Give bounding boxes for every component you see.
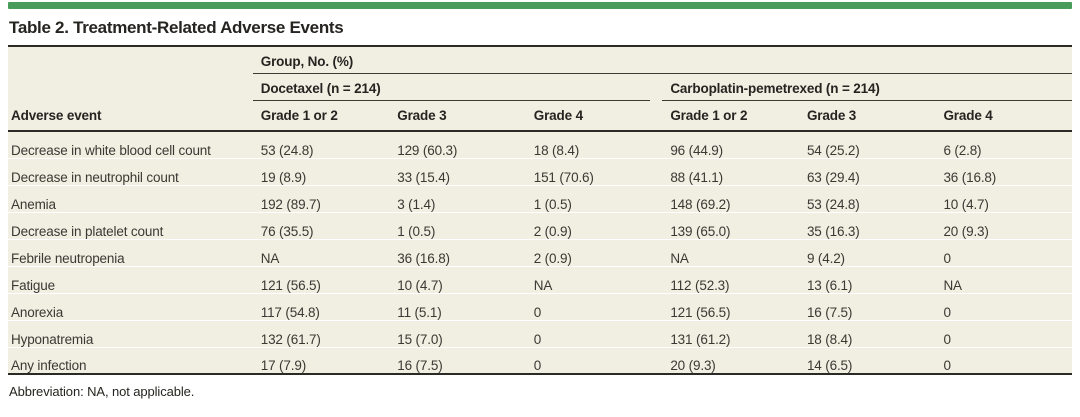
row-label: Anemia: [8, 185, 253, 213]
subgroup-header-row: Docetaxel (n = 214) Carboplatin-pemetrex…: [8, 74, 1072, 101]
cell-value: NA: [662, 239, 799, 267]
row-label: Decrease in white blood cell count: [8, 131, 253, 159]
cell-value: 3 (1.4): [389, 185, 526, 213]
row-label: Decrease in neutrophil count: [8, 158, 253, 186]
cell-value: 20 (9.3): [662, 347, 799, 375]
row-label: Decrease in platelet count: [8, 212, 253, 240]
cell-value: 16 (7.5): [798, 293, 936, 321]
footnote: Abbreviation: NA, not applicable.: [9, 384, 195, 399]
table-header: Adverse event Group, No. (%) Docetaxel (…: [8, 46, 1072, 132]
subgroup-carboplatin: Carboplatin-pemetrexed (n = 214): [662, 74, 1072, 101]
cell-value: 129 (60.3): [389, 131, 526, 159]
column-header-row: Grade 1 or 2 Grade 3 Grade 4 Grade 1 or …: [8, 101, 1072, 132]
table-row: Decrease in neutrophil count 19 (8.9) 33 (…: [8, 158, 1072, 186]
cell-value: 9 (4.2): [798, 239, 936, 267]
cell-value: 36 (16.8): [935, 158, 1072, 186]
cell-value: NA: [252, 239, 390, 267]
cell-value: 18 (8.4): [798, 320, 936, 348]
cell-value: 19 (8.9): [252, 158, 390, 186]
table-row: Anemia 192 (89.7) 3 (1.4) 1 (0.5) 148 (69.2)…: [8, 185, 1072, 213]
column-header-grade3-docetaxel: Grade 3: [389, 101, 526, 132]
cell-value: 0: [935, 293, 1072, 321]
cell-value: 0: [935, 320, 1072, 348]
cell-value: 117 (54.8): [252, 293, 390, 321]
row-header-label: Adverse event: [8, 46, 253, 132]
column-header-grade4-docetaxel: Grade 4: [525, 101, 663, 132]
cell-value: 14 (6.5): [798, 347, 936, 375]
cell-value: 132 (61.7): [252, 320, 390, 348]
cell-value: 33 (15.4): [389, 158, 526, 186]
cell-value: 17 (7.9): [252, 347, 390, 375]
cell-value: 15 (7.0): [389, 320, 526, 348]
cell-value: NA: [935, 266, 1072, 294]
table-row: Decrease in platelet count 76 (35.5) 1 (0.…: [8, 212, 1072, 240]
table-row: Any infection 17 (7.9) 16 (7.5) 0 20 (9.3) 14…: [8, 347, 1072, 375]
row-label: Febrile neutropenia: [8, 239, 253, 267]
cell-value: 76 (35.5): [252, 212, 390, 240]
subgroup-docetaxel: Docetaxel (n = 214): [252, 74, 651, 101]
cell-value: NA: [525, 266, 663, 294]
table-body: Decrease in white blood cell count 53 (24…: [8, 131, 1072, 375]
row-label: Any infection: [8, 347, 253, 375]
cell-value: 131 (61.2): [662, 320, 799, 348]
row-label: Anorexia: [8, 293, 253, 321]
cell-value: 36 (16.8): [389, 239, 526, 267]
table-title: Table 2. Treatment-Related Adverse Event…: [9, 18, 344, 37]
cell-value: 10 (4.7): [389, 266, 526, 294]
cell-value: 18 (8.4): [525, 131, 663, 159]
cell-value: 16 (7.5): [389, 347, 526, 375]
cell-value: 139 (65.0): [662, 212, 799, 240]
cell-value: 0: [525, 320, 663, 348]
cell-value: 121 (56.5): [252, 266, 390, 294]
cell-value: 11 (5.1): [389, 293, 526, 321]
cell-value: 54 (25.2): [798, 131, 936, 159]
group-header: Group, No. (%): [252, 47, 1072, 74]
cell-value: 88 (41.1): [662, 158, 799, 186]
cell-value: 192 (89.7): [252, 185, 390, 213]
cell-value: 63 (29.4): [798, 158, 936, 186]
group-header-cell: Group, No. (%): [252, 46, 1072, 74]
cell-value: 20 (9.3): [935, 212, 1072, 240]
column-header-grade1or2-carboplatin: Grade 1 or 2: [662, 101, 799, 132]
cell-value: 0: [525, 347, 663, 375]
cell-value: 151 (70.6): [525, 158, 663, 186]
table-row: Febrile neutropenia NA 36 (16.8) 2 (0.9) NA 9…: [8, 239, 1072, 267]
cell-value: 0: [525, 293, 663, 321]
cell-value: 6 (2.8): [935, 131, 1072, 159]
cell-value: 148 (69.2): [662, 185, 799, 213]
cell-value: 53 (24.8): [798, 185, 936, 213]
cell-value: 35 (16.3): [798, 212, 936, 240]
cell-value: 2 (0.9): [525, 212, 663, 240]
subgroup-docetaxel-cell: Docetaxel (n = 214): [252, 74, 663, 101]
adverse-events-table: Adverse event Group, No. (%) Docetaxel (…: [8, 45, 1072, 375]
table-row: Hyponatremia 132 (61.7) 15 (7.0) 0 131 (61.2…: [8, 320, 1072, 348]
cell-value: 10 (4.7): [935, 185, 1072, 213]
column-header-grade3-carboplatin: Grade 3: [798, 101, 936, 132]
row-label: Hyponatremia: [8, 320, 253, 348]
table-row: Decrease in white blood cell count 53 (24…: [8, 131, 1072, 159]
cell-value: 96 (44.9): [662, 131, 799, 159]
cell-value: 2 (0.9): [525, 239, 663, 267]
cell-value: 112 (52.3): [662, 266, 799, 294]
column-header-grade4-carboplatin: Grade 4: [935, 101, 1072, 132]
cell-value: 1 (0.5): [525, 185, 663, 213]
table-row: Anorexia 117 (54.8) 11 (5.1) 0 121 (56.5) 16 …: [8, 293, 1072, 321]
cell-value: 13 (6.1): [798, 266, 936, 294]
cell-value: 1 (0.5): [389, 212, 526, 240]
table-row: Fatigue 121 (56.5) 10 (4.7) NA 112 (52.3) 13 …: [8, 266, 1072, 294]
row-label: Fatigue: [8, 266, 253, 294]
cell-value: 0: [935, 239, 1072, 267]
subgroup-carboplatin-cell: Carboplatin-pemetrexed (n = 214): [662, 74, 1072, 101]
group-header-row: Adverse event Group, No. (%): [8, 46, 1072, 132]
cell-value: 0: [935, 347, 1072, 375]
cell-value: 53 (24.8): [252, 131, 390, 159]
column-header-grade1or2-docetaxel: Grade 1 or 2: [252, 101, 390, 132]
accent-bar: [8, 2, 1072, 9]
cell-value: 121 (56.5): [662, 293, 799, 321]
